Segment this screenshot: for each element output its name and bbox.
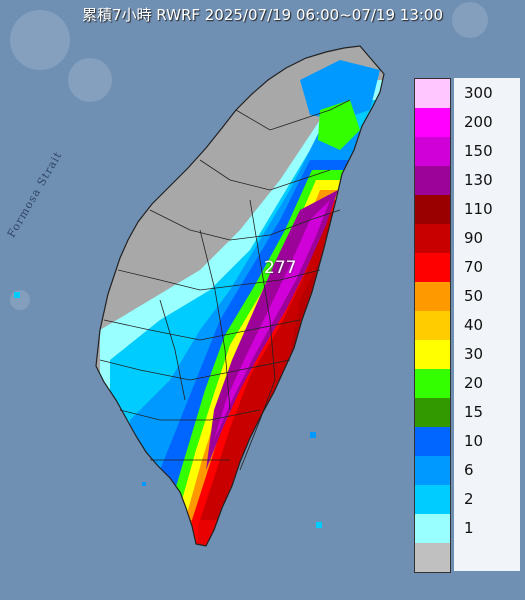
legend-swatch xyxy=(415,427,450,456)
legend-label: 50 xyxy=(464,286,484,305)
legend-label: 200 xyxy=(464,112,493,131)
legend-swatch xyxy=(415,166,450,195)
legend-label: 130 xyxy=(464,170,493,189)
legend-label: 110 xyxy=(464,199,493,218)
legend-swatch xyxy=(415,108,450,137)
sea-texture xyxy=(10,2,488,310)
county-boundaries xyxy=(95,45,385,547)
legend-swatch xyxy=(415,253,450,282)
legend-label: 150 xyxy=(464,141,493,160)
legend-label: 30 xyxy=(464,344,484,363)
legend-swatch xyxy=(415,311,450,340)
legend-label: 6 xyxy=(464,460,474,479)
legend-label: 90 xyxy=(464,228,484,247)
legend-swatch xyxy=(415,485,450,514)
legend-swatch xyxy=(415,137,450,166)
legend-swatch xyxy=(415,340,450,369)
legend-label: 40 xyxy=(464,315,484,334)
legend-swatch xyxy=(415,514,450,543)
map-title: 累積7小時 RWRF 2025/07/19 06:00~07/19 13:00 xyxy=(81,6,444,24)
legend-label: 15 xyxy=(464,402,484,421)
legend-label: 20 xyxy=(464,373,484,392)
legend-label: 1 xyxy=(464,518,474,537)
legend-swatch xyxy=(415,195,450,224)
legend-label: 300 xyxy=(464,83,493,102)
offshore-islands xyxy=(14,292,322,528)
max-rainfall-value: 277 xyxy=(264,258,297,278)
legend-label: 2 xyxy=(464,489,474,508)
legend-swatch xyxy=(415,543,450,572)
legend-swatch xyxy=(415,282,450,311)
legend-color-bar xyxy=(414,78,451,573)
legend-label-panel xyxy=(454,78,520,571)
legend-swatch xyxy=(415,456,450,485)
legend-label: 10 xyxy=(464,431,484,450)
legend-swatch xyxy=(415,398,450,427)
legend-label: 70 xyxy=(464,257,484,276)
legend-swatch xyxy=(415,79,450,108)
legend-swatch xyxy=(415,224,450,253)
legend-swatch xyxy=(415,369,450,398)
rainfall-legend: 300 200 150 130 110 90 70 50 40 30 20 15 10 6 2 1 xyxy=(414,78,520,573)
